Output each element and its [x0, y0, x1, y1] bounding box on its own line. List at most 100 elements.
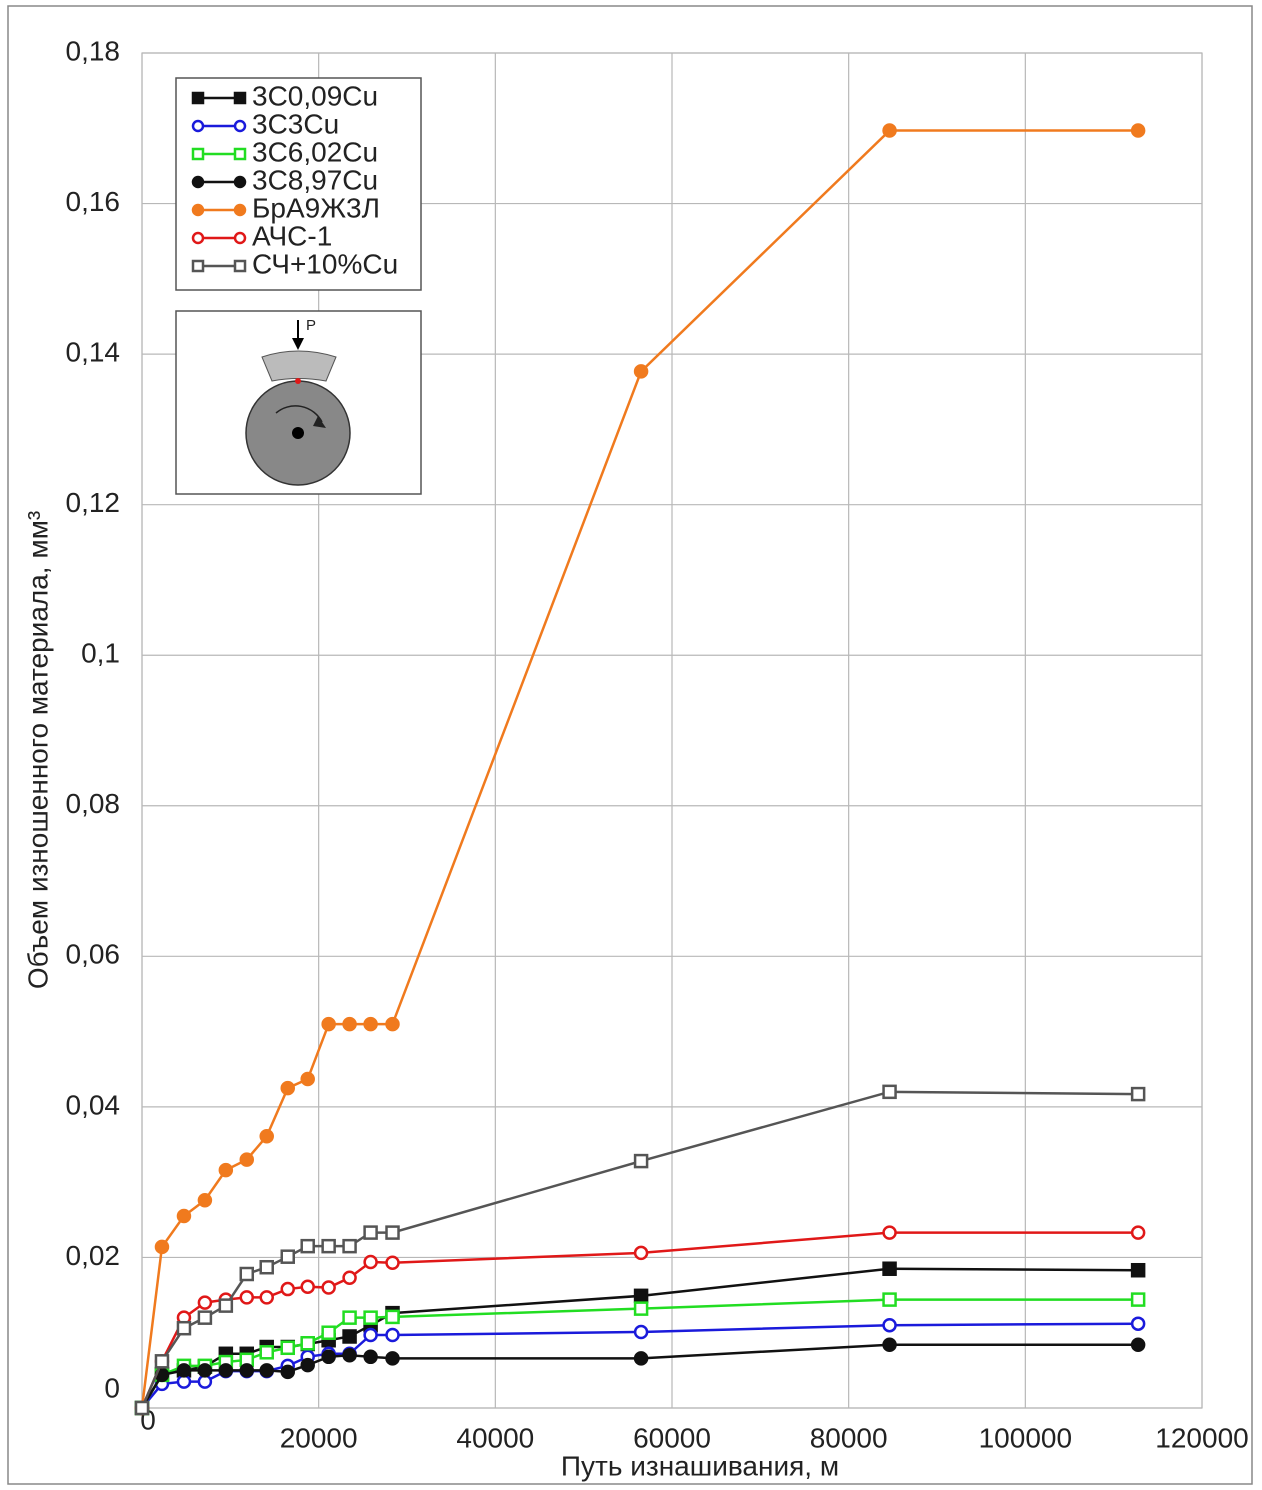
- series-line: [140, 129, 1139, 1409]
- marker: [280, 1340, 295, 1356]
- marker: [280, 1080, 295, 1096]
- legend-marker: [191, 147, 205, 161]
- marker: [1130, 1086, 1146, 1102]
- marker: [197, 1192, 213, 1208]
- legend-label: 3С3Cu: [252, 108, 339, 139]
- marker: [280, 1281, 295, 1297]
- legend-marker: [233, 91, 247, 105]
- legend: 3С0,09Cu3С3Cu3С6,02Cu3С8,97CuБрА9Ж3ЛАЧС-…: [175, 77, 422, 291]
- marker: [342, 1238, 357, 1254]
- marker: [259, 1345, 274, 1360]
- legend-label: БрА9Ж3Л: [252, 192, 380, 223]
- marker: [882, 123, 897, 138]
- marker: [342, 1348, 357, 1363]
- legend-marker: [191, 231, 205, 245]
- marker: [633, 1301, 649, 1316]
- marker: [882, 1261, 897, 1276]
- marker: [300, 1279, 315, 1295]
- y-tick-label: 0,14: [66, 337, 121, 368]
- legend-marker: [233, 203, 247, 217]
- y-tick-label: 0,08: [66, 788, 121, 819]
- marker: [259, 1290, 274, 1305]
- x-tick-label: 100000: [979, 1422, 1072, 1453]
- marker: [882, 1225, 897, 1240]
- marker: [385, 1225, 400, 1240]
- marker: [300, 1357, 315, 1373]
- marker: [154, 1354, 170, 1369]
- marker: [218, 1298, 234, 1313]
- marker: [259, 1259, 274, 1275]
- marker: [300, 1238, 315, 1254]
- x-tick-label: 120000: [1155, 1422, 1248, 1453]
- marker: [321, 1016, 336, 1032]
- marker: [882, 1084, 897, 1100]
- y-tick-label: 0,1: [81, 638, 120, 669]
- legend-label: 3С0,09Cu: [252, 80, 378, 111]
- y-tick-label: 0,12: [66, 487, 121, 518]
- legend-marker: [191, 119, 205, 133]
- marker: [633, 1245, 649, 1261]
- marker: [385, 1255, 400, 1270]
- marker: [385, 1351, 400, 1366]
- marker: [363, 1310, 378, 1325]
- x-tick-label: 40000: [456, 1422, 534, 1453]
- marker: [134, 1400, 150, 1416]
- marker: [176, 1208, 192, 1224]
- disk-center: [292, 427, 304, 439]
- force-label: P: [306, 317, 316, 334]
- marker: [218, 1162, 234, 1178]
- x-tick-label: 20000: [280, 1422, 358, 1453]
- marker: [1130, 1337, 1146, 1353]
- marker: [1130, 1225, 1146, 1240]
- marker: [300, 1336, 315, 1351]
- marker: [321, 1280, 336, 1295]
- legend-label: 3С6,02Cu: [252, 136, 378, 167]
- x-tick-label: 60000: [633, 1422, 711, 1453]
- shoe: [261, 350, 337, 382]
- marker: [633, 1153, 649, 1169]
- marker: [363, 1349, 378, 1365]
- marker: [300, 1071, 315, 1087]
- marker: [1130, 1316, 1146, 1331]
- y-tick-label: 0,02: [66, 1240, 121, 1271]
- y-tick-label: 0,18: [66, 35, 121, 66]
- legend-marker: [191, 91, 205, 105]
- marker: [633, 1324, 649, 1340]
- marker: [385, 1016, 400, 1032]
- series-line: [140, 1343, 1139, 1409]
- marker: [363, 1016, 378, 1032]
- marker: [176, 1363, 192, 1378]
- marker: [154, 1239, 170, 1255]
- marker: [259, 1363, 274, 1378]
- legend-label: 3С8,97Cu: [252, 164, 378, 195]
- contact-point: [295, 378, 301, 384]
- legend-marker: [191, 259, 205, 273]
- marker: [385, 1309, 400, 1325]
- marker: [197, 1310, 213, 1325]
- marker: [239, 1363, 255, 1378]
- legend-marker: [233, 119, 247, 133]
- marker: [176, 1320, 192, 1336]
- inset-diagram: P: [175, 310, 422, 495]
- marker: [633, 364, 649, 379]
- marker: [321, 1325, 336, 1340]
- legend-marker: [191, 175, 205, 189]
- marker: [882, 1317, 897, 1333]
- y-tick-label: 0,06: [66, 939, 121, 970]
- marker: [633, 1351, 649, 1366]
- marker: [363, 1254, 378, 1270]
- rotation-arrow-head: [313, 416, 326, 428]
- series-line: [140, 1231, 1139, 1409]
- marker: [882, 1337, 897, 1353]
- x-axis-title: Путь изнашивания, м: [561, 1450, 839, 1481]
- legend-marker: [233, 259, 247, 273]
- marker: [197, 1295, 213, 1310]
- marker: [633, 1288, 649, 1304]
- marker: [1130, 1262, 1146, 1278]
- marker: [1130, 123, 1146, 138]
- series-line: [140, 1298, 1139, 1409]
- legend-box: [175, 77, 422, 291]
- marker: [882, 1292, 897, 1307]
- marker: [259, 1128, 274, 1144]
- y-axis-title: Объем изношенного материала, мм³: [22, 511, 53, 989]
